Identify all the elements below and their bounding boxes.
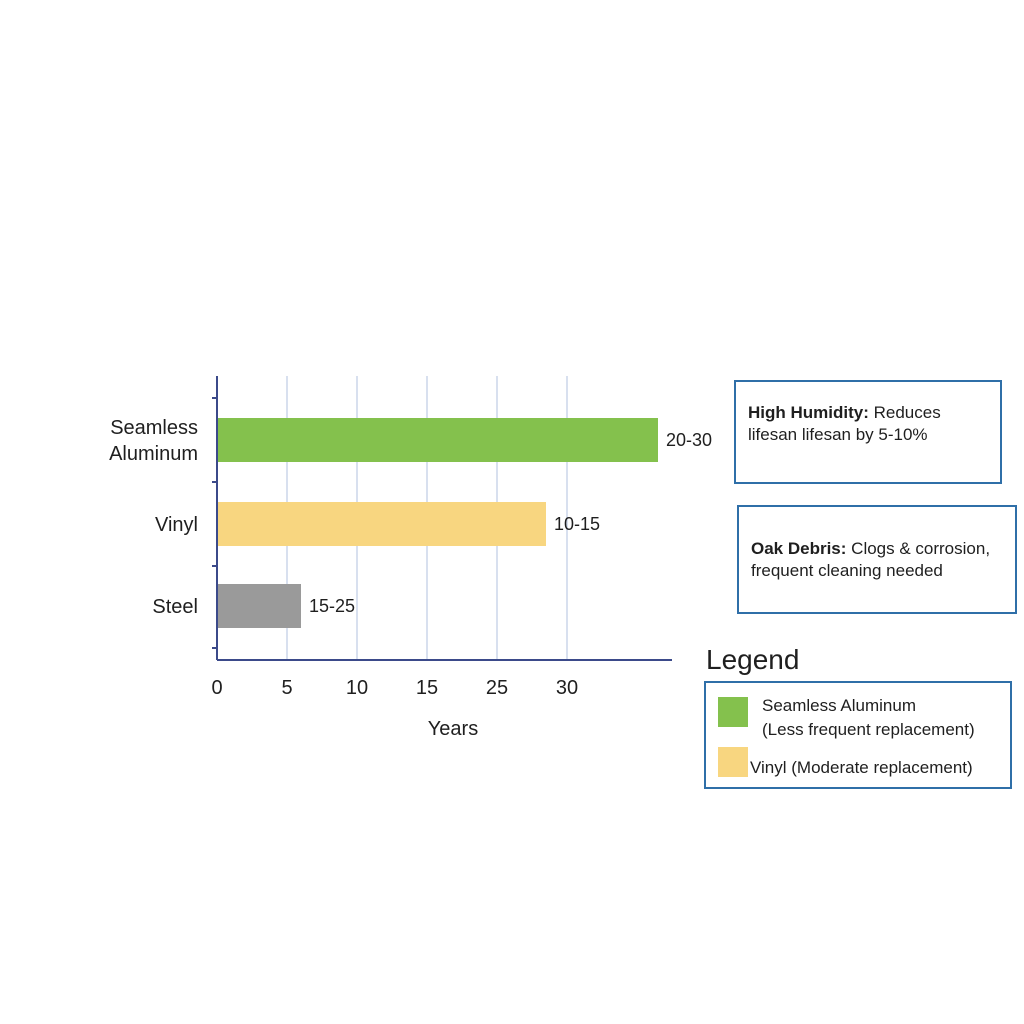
category-label-1: Vinyl [155,514,198,536]
legend-swatch-aluminum [718,697,748,727]
legend-label-aluminum: Seamless Aluminum [762,696,917,715]
category-label-2: Steel [152,596,198,618]
data-label-2: 15-25 [309,596,355,616]
data-label-0: 20-30 [666,430,712,450]
humidity-note-line1: High Humidity: Reduces [748,402,988,424]
category-label-line: Vinyl [155,514,198,536]
category-label-line: Seamless [110,417,198,439]
legend-sublabel-aluminum: (Less frequent replacement) [762,720,975,739]
oak-debris-note: Oak Debris: Clogs & corrosion, frequent … [737,505,1017,614]
category-label-line: Aluminum [109,443,198,465]
data-label-1: 10-15 [554,514,600,534]
x-tick-label-3: 15 [416,677,438,699]
legend: Seamless Aluminum (Less frequent replace… [704,681,1012,789]
legend-swatch-vinyl [718,747,748,777]
legend-label-vinyl: Vinyl (Moderate replacement) [750,758,973,777]
oak-note-bold: Oak Debris: [751,538,847,558]
humidity-note: High Humidity: Reduces lifesan lifesan b… [734,380,1002,484]
humidity-note-line2: lifesan lifesan by 5-10% [748,425,928,444]
x-tick-label-5: 30 [556,677,578,699]
category-label-0: Seamless Aluminum [109,417,198,465]
labels: 20-30 10-15 15-25 Seamless Aluminum Vinyl Stee… [109,417,712,740]
category-label-line: Steel [152,596,198,618]
bar-0 [217,418,658,462]
humidity-note-bold: High Humidity: [748,403,869,422]
x-tick-label-2: 10 [346,677,368,699]
bar-1 [217,502,546,546]
x-axis-title: Years [428,718,478,740]
x-tick-label-1: 5 [281,677,292,699]
x-tick-label-4: 25 [486,677,508,699]
oak-note-line1: Oak Debris: Clogs & corrosion, [751,538,1003,560]
legend-title: Legend [706,644,800,675]
humidity-note-rest: Reduces [868,403,941,422]
oak-note-line2: frequent cleaning needed [751,560,943,580]
axes [212,376,672,661]
bar-2 [217,584,301,628]
x-tick-label-0: 0 [211,677,222,699]
oak-note-rest: Clogs & corrosion, [846,538,991,558]
bars [217,418,658,628]
